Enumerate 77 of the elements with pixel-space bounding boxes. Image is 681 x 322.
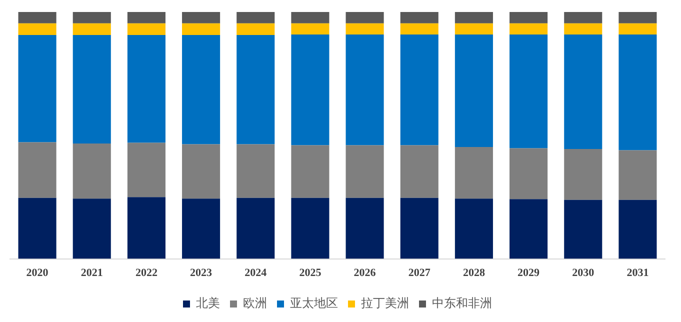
x-tick-label: 2030 [572, 267, 595, 280]
x-tick-label: 2031 [626, 267, 649, 280]
bar [127, 12, 166, 24]
x-tick-label: 2023 [190, 267, 213, 280]
bar [454, 34, 493, 147]
bar [72, 34, 111, 144]
bar [182, 198, 220, 259]
bar [182, 144, 220, 199]
x-tick-label: 2024 [244, 267, 268, 280]
bar [236, 12, 275, 24]
bar [127, 142, 166, 198]
bar [291, 34, 330, 146]
bar [618, 150, 657, 200]
bar [618, 200, 657, 259]
legend-label: 拉丁美洲 [361, 296, 409, 310]
bar [18, 34, 56, 142]
bar [182, 34, 220, 144]
x-tick-label: 2028 [462, 267, 486, 280]
bar [236, 144, 275, 198]
bar [346, 198, 384, 259]
bar [400, 145, 438, 198]
x-tick-label: 2026 [354, 267, 376, 280]
bar [346, 145, 384, 198]
bar [454, 147, 493, 199]
bar [182, 12, 220, 24]
bar [618, 34, 657, 150]
bar [454, 198, 493, 259]
x-tick-label: 2025 [299, 267, 322, 280]
x-tick-label: 2021 [80, 267, 103, 280]
bar [510, 199, 548, 259]
bar [236, 23, 275, 35]
bar [346, 34, 384, 146]
bar [618, 12, 657, 24]
bar [510, 12, 548, 24]
x-tick-label: 2020 [26, 267, 49, 280]
bar [72, 23, 111, 35]
bar [400, 23, 438, 34]
bar [127, 197, 166, 259]
bar [454, 12, 493, 24]
bar [618, 23, 657, 34]
bar [510, 34, 548, 148]
bar [510, 148, 548, 200]
bar [18, 142, 56, 198]
x-tick-label: 2027 [408, 267, 431, 280]
bar [400, 34, 438, 146]
bar [291, 145, 330, 198]
bar [454, 23, 493, 34]
bar [291, 23, 330, 34]
bar [400, 12, 438, 24]
bar [182, 23, 220, 35]
bar [510, 23, 548, 34]
bar [291, 198, 330, 259]
legend-label: 亚太地区 [290, 296, 338, 310]
bar [564, 148, 602, 200]
legend-label: 北美 [196, 296, 220, 310]
bar [18, 198, 56, 259]
bar [72, 144, 111, 199]
bar [18, 12, 56, 24]
bar [236, 34, 275, 144]
bar [127, 34, 166, 143]
x-tick-label: 2022 [135, 267, 158, 280]
legend-label: 中东和非洲 [432, 296, 492, 310]
bar [291, 12, 330, 24]
bar [564, 23, 602, 34]
bar [18, 23, 56, 35]
bar [72, 198, 111, 259]
bar [564, 12, 602, 24]
bar [400, 198, 438, 259]
bar [564, 200, 602, 259]
bar [72, 12, 111, 24]
x-tick-label: 2029 [518, 267, 540, 280]
bar [346, 12, 384, 24]
bar [346, 23, 384, 34]
bar [564, 34, 602, 149]
legend-label: 欧洲 [243, 296, 267, 310]
bar [236, 198, 275, 259]
bar [127, 23, 166, 35]
